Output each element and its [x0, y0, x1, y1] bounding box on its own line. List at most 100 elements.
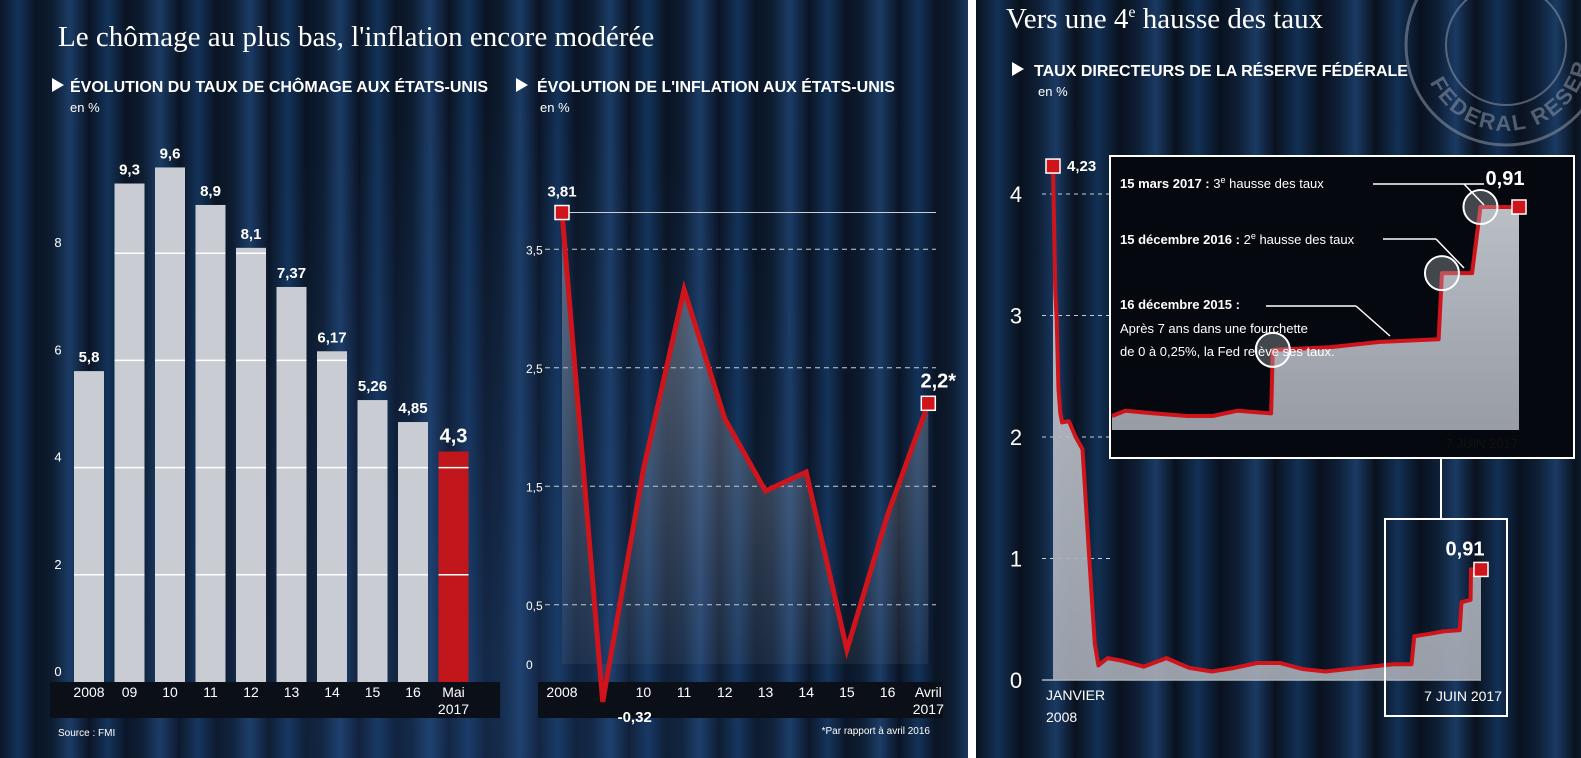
source-note: Source : FMI [58, 728, 115, 739]
inflation-line [559, 212, 931, 703]
x-tick-label: Avril [915, 684, 942, 700]
bar [438, 451, 469, 682]
bar [398, 422, 428, 682]
y-tick-label: 2,5 [526, 362, 543, 376]
y-tick-label: 4 [1010, 182, 1022, 207]
bar [114, 183, 145, 682]
unemployment-x-axis-band [50, 682, 500, 718]
right-panel-svg: FEDERAL RESERVE Vers une 4e hausse des t… [976, 0, 1581, 725]
inflation-footnote: *Par rapport à avril 2016 [822, 726, 931, 737]
bar-value-label: 4,85 [398, 400, 427, 417]
bar [317, 351, 347, 682]
event-marker [1462, 189, 1499, 225]
right-title-sup: e [1128, 4, 1135, 21]
x-tick-label: 12 [243, 684, 259, 700]
fed-chart-unit: en % [1038, 84, 1068, 99]
bar-value-label: 6,17 [317, 329, 346, 346]
play-icon [516, 78, 528, 92]
fed-x-start-label: JANVIER 2008 [1046, 687, 1105, 725]
bar [276, 286, 307, 682]
bar-value-label: 5,8 [79, 349, 100, 366]
fed-x-end-label: 7 JUIN 2017 [1424, 688, 1502, 704]
data-label: 0,91 [1486, 168, 1525, 190]
x-tick-label: 14 [324, 684, 340, 700]
annotation-leader [1355, 305, 1391, 337]
play-icon [1012, 62, 1024, 76]
y-tick-label: 8 [54, 235, 61, 250]
data-label: 2,2* [921, 370, 957, 392]
x-tick-label: Mai [442, 684, 465, 700]
annotation-leader [1435, 238, 1465, 269]
bar [74, 371, 104, 682]
left-panel-svg: Le chômage au plus bas, l'inflation enco… [50, 21, 957, 739]
bar-value-label: 9,6 [160, 145, 181, 162]
data-label: 4,23 [1067, 158, 1096, 175]
x-tick-label: 15 [365, 684, 381, 700]
y-tick-label: 1,5 [526, 480, 543, 494]
data-point [920, 395, 937, 412]
annotation-dec-2016: 15 décembre 2016 : 2e hausse des taux [1120, 231, 1355, 247]
x-tick-label: 11 [203, 684, 218, 700]
left-panel: Le chômage au plus bas, l'inflation enco… [0, 0, 968, 758]
data-label: 0,91 [1446, 538, 1485, 560]
x-tick-label: 16 [405, 684, 421, 700]
y-tick-label: 2 [1010, 425, 1022, 450]
data-label: 3,81 [547, 184, 576, 201]
x-tick-label: 11 [677, 684, 692, 700]
zoom-box [1384, 518, 1508, 717]
unemployment-chart-unit: en % [70, 100, 100, 115]
y-tick-label: 3,5 [526, 243, 543, 257]
bar [155, 167, 185, 682]
inflation-chart-unit: en % [540, 100, 570, 115]
right-title-prefix: Vers une 4 [1006, 3, 1129, 35]
annotation-leader [1463, 183, 1485, 206]
y-tick-label: 0 [1010, 668, 1022, 693]
y-tick-label: 4 [54, 450, 61, 465]
bar-value-label: 4,3 [440, 426, 468, 448]
data-point [1473, 561, 1489, 578]
unemployment-chart: ÉVOLUTION DU TAUX DE CHÔMAGE AUX ÉTATS-U… [50, 77, 500, 718]
y-tick-label: 1 [1010, 547, 1022, 572]
x-tick-label: 10 [636, 684, 652, 700]
x-tick-label: 10 [162, 684, 178, 700]
annotation-dec-2015-line1: Après 7 ans dans une fourchette [1120, 321, 1308, 336]
inset-annotations: 15 mars 2017 : 3e hausse des taux 15 déc… [1120, 175, 1485, 359]
annotation-dec-2015-title: 16 décembre 2015 : [1120, 297, 1240, 312]
bar [195, 204, 226, 682]
x-tick-label: 09 [122, 684, 138, 700]
y-tick-label: 2 [54, 557, 61, 572]
bar-value-label: 8,1 [241, 226, 262, 243]
event-marker [1254, 331, 1291, 368]
bar-value-label: 9,3 [119, 162, 140, 179]
bar-value-label: 8,9 [200, 183, 221, 200]
inset-line [1111, 205, 1519, 418]
x-tick-label: 13 [284, 684, 300, 700]
event-marker [1423, 255, 1460, 292]
x-tick-label: 2008 [546, 684, 577, 700]
right-title-suffix: hausse des taux [1136, 3, 1324, 35]
inset-area [1112, 207, 1519, 430]
data-label: -0,32 [618, 709, 652, 726]
inset-x-end-label: 7 JUIN 2017 [1446, 436, 1518, 451]
data-point [554, 204, 570, 221]
x-tick-label: 2017 [438, 701, 469, 717]
annotation-march-2017: 15 mars 2017 : 3e hausse des taux [1120, 175, 1324, 191]
unemployment-chart-title: ÉVOLUTION DU TAUX DE CHÔMAGE AUX ÉTATS-U… [70, 77, 488, 96]
y-tick-label: 3 [1010, 304, 1022, 329]
x-tick-label: 13 [758, 684, 774, 700]
bar-value-label: 5,26 [358, 378, 387, 395]
bar [357, 400, 388, 682]
x-tick-label: 2017 [913, 701, 944, 717]
bar [236, 247, 266, 682]
x-tick-label: 16 [880, 684, 896, 700]
right-panel-title: Vers une 4e hausse des taux [1006, 3, 1324, 35]
data-point [1511, 199, 1527, 215]
y-tick-label: 0 [54, 664, 61, 679]
data-point [1045, 158, 1061, 174]
inflation-chart-title: ÉVOLUTION DE L'INFLATION AUX ÉTATS-UNIS [537, 77, 895, 96]
y-tick-label: 0 [526, 658, 533, 672]
fed-chart-title: TAUX DIRECTEURS DE LA RÉSERVE FÉDÉRALE [1034, 61, 1408, 80]
play-icon [52, 78, 64, 92]
annotation-dec-2015-line2: de 0 à 0,25%, la Fed relève ses taux. [1120, 344, 1335, 359]
